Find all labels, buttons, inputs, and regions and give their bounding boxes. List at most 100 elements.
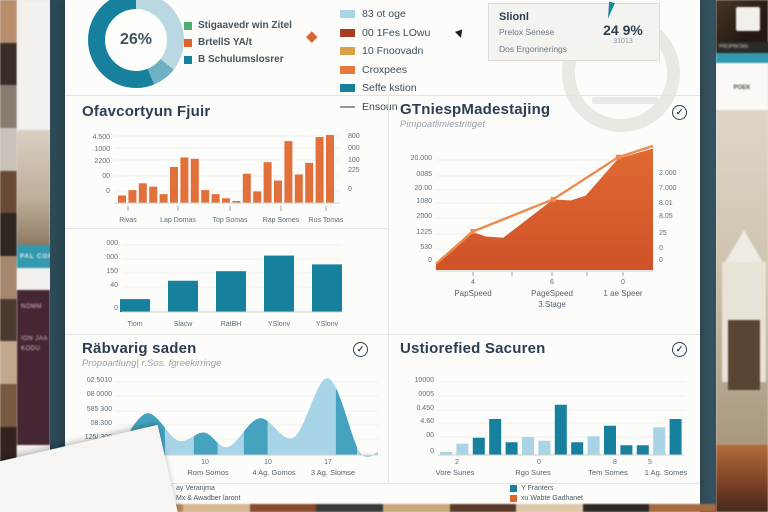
axis-label: 2.000	[659, 170, 677, 177]
bar	[180, 157, 189, 203]
right-site-building-photo	[716, 110, 768, 445]
bottom-bar-chart: 10000 0005 0.450 4.60 00 0 2 0 8 5 Vore Sunes Rgo S…	[398, 368, 690, 487]
legend-item: 83 ot oge	[340, 8, 430, 20]
axis-label: 1225	[416, 229, 432, 236]
axis-label: 6	[550, 279, 554, 286]
bar	[284, 141, 293, 203]
axis-label: 20.000	[411, 155, 433, 162]
axis-label: 0	[106, 188, 110, 195]
axis-label: 000	[348, 145, 360, 152]
axis-label: Rom Somos	[187, 468, 229, 477]
bar	[305, 162, 314, 203]
building-storefront	[728, 320, 760, 390]
bar	[138, 183, 147, 203]
legend-label: Seffe kstion	[362, 82, 417, 94]
legend-label: B Schulumslosrer	[198, 54, 284, 65]
left-site-text: NOMM	[21, 304, 42, 310]
axis-label: PageSpeed	[531, 289, 573, 298]
left-site-text: ION JAA	[21, 336, 48, 342]
area-series	[436, 148, 653, 270]
axis-label: Rus Tomas	[309, 217, 344, 224]
axis-label: 7.000	[659, 185, 677, 192]
axis-label: Rap Somes	[263, 217, 300, 224]
legend-label: 10 Fnoovadn	[362, 45, 424, 57]
bar	[505, 442, 518, 455]
axis-label: 20.00	[414, 185, 432, 192]
left-site-thumbnail	[0, 170, 17, 214]
axis-label: 2	[455, 459, 459, 466]
bar	[312, 264, 342, 312]
legend-swatch-icon	[340, 105, 355, 108]
right-site-banner: PROPINTAN	[716, 42, 768, 53]
bar	[440, 452, 452, 455]
axis-label: 17	[324, 459, 332, 466]
legend-item: xu Wabte Gadhanet	[510, 495, 583, 502]
axis-label: Rgo Sures	[515, 468, 551, 477]
score-card-value-sub: 31013	[613, 38, 633, 45]
check-circle-icon[interactable]: ✓	[672, 105, 687, 120]
left-site-text: KODU	[21, 346, 41, 352]
axis-label: 225	[348, 167, 360, 174]
left-site-page: PAL COM E NOMM ION JAA KODU	[17, 0, 53, 512]
section-subtitle-orange-area: Pimpoatlimiestritiget	[400, 119, 485, 130]
bar	[653, 427, 666, 455]
data-marker	[615, 154, 621, 160]
axis-label: 585 300	[87, 406, 112, 413]
left-site-thumbnail	[0, 298, 17, 342]
legend-item: Y Franters	[510, 485, 583, 492]
bar	[636, 445, 649, 455]
bar	[522, 437, 534, 455]
check-circle-icon[interactable]: ✓	[353, 342, 368, 357]
bottom-strip-photo	[382, 504, 450, 512]
bar	[669, 419, 682, 455]
check-circle-icon[interactable]: ✓	[672, 342, 687, 357]
bar	[554, 404, 567, 455]
axis-label: 1 ae Speer	[603, 289, 642, 298]
axis-label: Top Somas	[212, 217, 248, 224]
score-card: Slionl Prelox Senese Dos Ergorinerings 2…	[488, 3, 660, 61]
axis-label: 800	[348, 133, 360, 140]
axis-label: 08 0000	[87, 391, 112, 398]
right-site-heading: POEK	[733, 85, 751, 91]
section-subtitle-blue-area: Propoartlung| r.Sos. fgreekirringe	[82, 358, 222, 369]
bar	[149, 186, 158, 203]
bar	[120, 299, 150, 312]
bar	[472, 437, 485, 455]
bar	[294, 174, 303, 203]
legend-item: Seffe kstion	[340, 82, 430, 94]
legend-swatch-icon	[184, 55, 192, 64]
left-site-banner-text: PAL COM E	[20, 253, 53, 260]
axis-label: Rivas	[119, 217, 137, 224]
section-title-blue-area: Räbvarig saden	[82, 340, 197, 357]
legend-label: Stigaavedr win Zitel	[198, 20, 292, 31]
legend-item: 10 Fnoovadn	[340, 45, 430, 57]
bar	[242, 173, 251, 203]
legend-swatch-icon	[340, 28, 355, 37]
axis-label: 0005	[418, 391, 434, 398]
score-card-line2: Dos Ergorinerings	[499, 44, 568, 54]
building-roof	[724, 230, 764, 264]
divider	[65, 334, 700, 335]
footer-legend-right: Y Franters xu Wabte Gadhanet	[510, 485, 583, 505]
axis-label: 0	[348, 186, 352, 193]
legend-swatch-icon	[510, 485, 517, 492]
axis-label: 8.05	[659, 213, 673, 220]
left-site-thumbnail	[0, 42, 17, 86]
axis-label: 000	[106, 240, 118, 247]
donut-legend: Stigaavedr win Zitel BrtellS YA/t B Schu…	[184, 20, 292, 71]
bar	[571, 442, 584, 455]
left-site-thumbnail	[0, 85, 17, 129]
divider	[65, 95, 700, 96]
axis-label: Slacw	[174, 321, 194, 328]
bar	[253, 191, 262, 203]
dashboard-panel: 26% Stigaavedr win Zitel BrtellS YA/t B …	[65, 0, 700, 505]
orange-area-chart: 20.000 0085 20.00 1080 2000 1225 530 0 2.000 7.00…	[396, 138, 690, 321]
left-site-thumbnail	[0, 0, 17, 43]
bar	[168, 280, 198, 312]
score-card-line1: Prelox Senese	[499, 27, 555, 37]
axis-label: 10000	[415, 377, 435, 384]
axis-label: 25	[659, 230, 667, 237]
legend-label: Mx & Awadber laront	[176, 495, 241, 502]
bottom-strip-photo	[516, 504, 583, 512]
legend-swatch-icon	[184, 21, 192, 30]
